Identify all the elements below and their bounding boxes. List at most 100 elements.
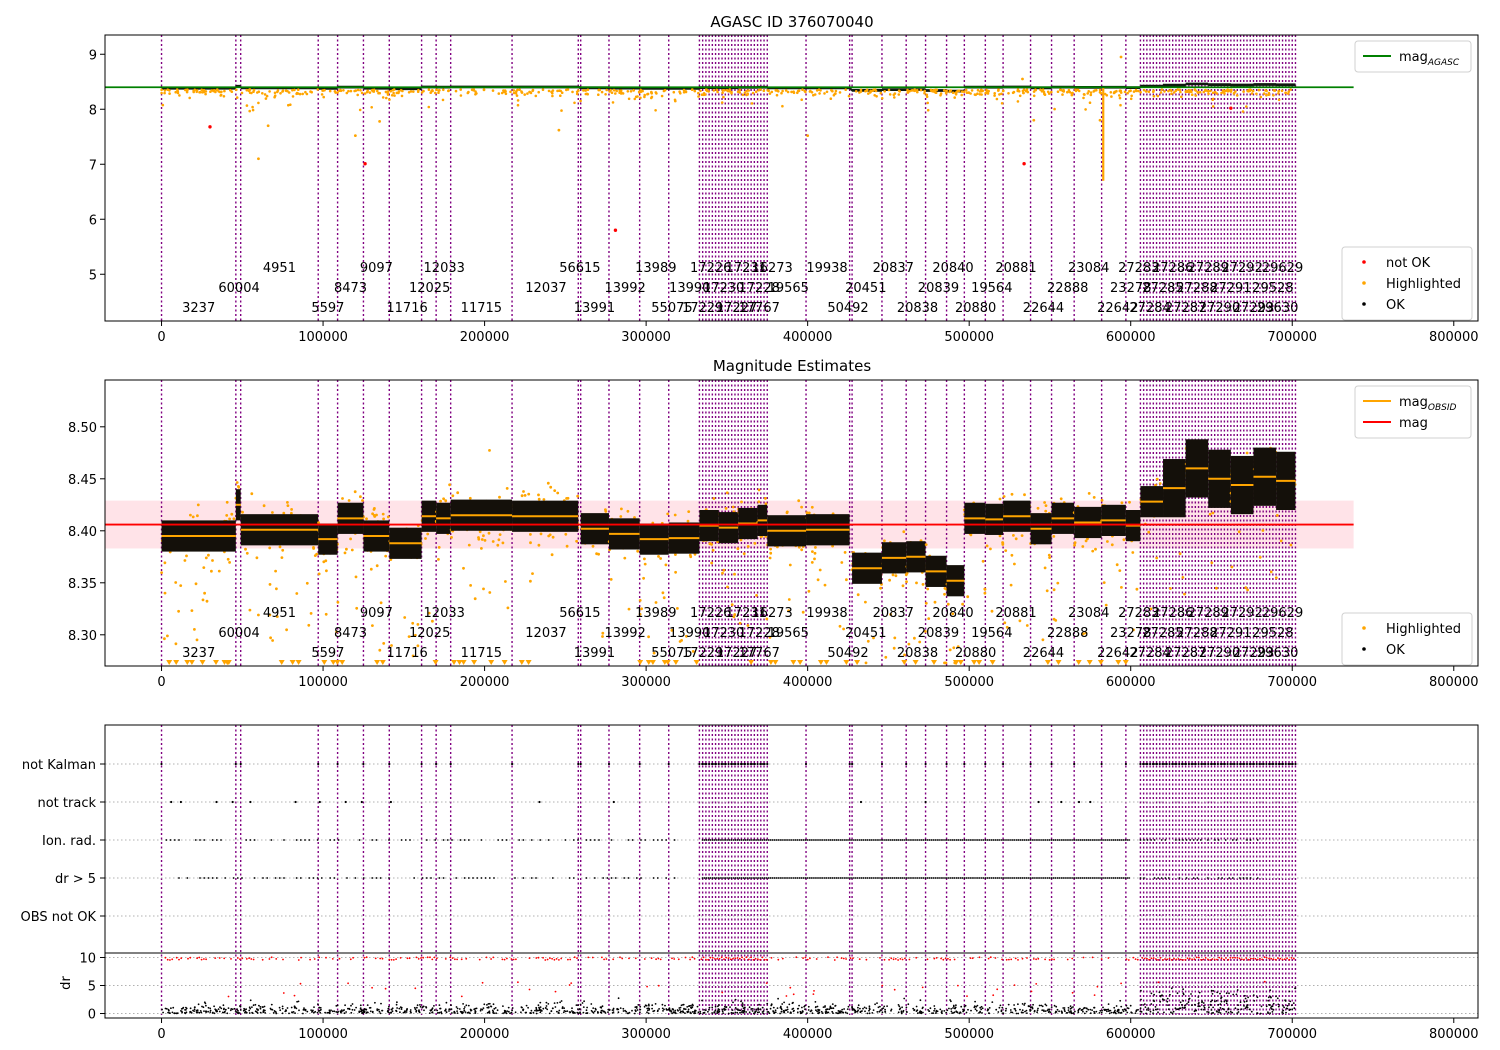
highlighted-point bbox=[185, 88, 188, 92]
dr-point-ok bbox=[582, 1011, 585, 1014]
dr-point-ok bbox=[207, 1010, 210, 1013]
highlighted-point bbox=[223, 89, 226, 93]
y-tick-label: 8.45 bbox=[68, 473, 97, 488]
flag-point bbox=[530, 839, 533, 841]
flag-point bbox=[1139, 839, 1142, 841]
highlighted-point bbox=[880, 97, 884, 100]
highlighted-point bbox=[289, 103, 292, 106]
flag-point bbox=[1068, 839, 1070, 841]
flag-point bbox=[920, 839, 923, 841]
flag-point bbox=[854, 877, 857, 879]
flag-point bbox=[1175, 839, 1177, 841]
dr-point-not-ok bbox=[1021, 957, 1024, 960]
flag-point bbox=[1100, 762, 1103, 766]
dr-point-ok bbox=[556, 1010, 558, 1013]
flag-point bbox=[775, 839, 778, 841]
dr-point-ok bbox=[1188, 997, 1191, 1000]
dr-point-ok bbox=[762, 1010, 765, 1012]
highlighted-point bbox=[797, 499, 801, 503]
dr-point-not-ok bbox=[1216, 958, 1218, 961]
highlighted-point bbox=[1000, 102, 1004, 105]
dr-point-ok bbox=[900, 1010, 903, 1013]
dr-point-ok bbox=[1216, 991, 1219, 994]
highlighted-point bbox=[1032, 118, 1036, 122]
dr-point-ok bbox=[617, 997, 620, 1000]
dr-point-ok bbox=[950, 1008, 953, 1010]
flag-point bbox=[1015, 839, 1018, 841]
x-tick-label: 100000 bbox=[298, 675, 348, 690]
dr-point-ok bbox=[1146, 1009, 1148, 1011]
highlighted-point bbox=[480, 547, 483, 550]
dr-point-ok bbox=[1163, 1011, 1165, 1014]
flag-point bbox=[1042, 839, 1045, 841]
highlighted-point bbox=[926, 587, 930, 591]
highlighted-point bbox=[604, 510, 608, 513]
highlighted-point bbox=[642, 576, 645, 580]
flag-point bbox=[773, 839, 776, 841]
dr-point-ok bbox=[350, 1011, 353, 1014]
flag-point bbox=[705, 839, 708, 841]
flag-point bbox=[1008, 839, 1010, 841]
dr-point-ok bbox=[1023, 1004, 1026, 1006]
highlighted-point bbox=[1277, 98, 1281, 102]
highlighted-point bbox=[1091, 549, 1095, 553]
obsid-label: 13992 bbox=[604, 626, 645, 641]
highlighted-point bbox=[921, 583, 925, 586]
highlighted-point bbox=[268, 90, 271, 93]
dr-point-ok bbox=[1283, 1006, 1285, 1009]
flag-point bbox=[579, 762, 582, 766]
dr-point-ok bbox=[237, 1009, 239, 1012]
obsid-label: 11716 bbox=[386, 646, 427, 661]
dr-point-not-ok bbox=[926, 958, 929, 961]
dr-point-not-ok bbox=[743, 958, 746, 960]
dr-point-ok bbox=[486, 1004, 488, 1006]
flag-point bbox=[211, 877, 214, 879]
highlighted-point bbox=[1215, 586, 1218, 590]
highlighted-point bbox=[1189, 89, 1193, 92]
dr-point-ok bbox=[871, 1012, 874, 1014]
flag-point bbox=[802, 839, 805, 841]
highlighted-point bbox=[584, 89, 587, 92]
highlighted-point bbox=[196, 503, 200, 507]
highlighted-point bbox=[482, 88, 486, 92]
flag-point bbox=[982, 877, 985, 879]
dr-point-ok bbox=[997, 1011, 1000, 1013]
highlighted-point bbox=[375, 564, 379, 568]
dr-point-ok bbox=[1211, 993, 1214, 995]
dr-point-ok bbox=[980, 1008, 983, 1011]
flag-point bbox=[1019, 839, 1022, 841]
dr-point-ok bbox=[815, 1006, 817, 1008]
clipped-marker bbox=[339, 660, 346, 665]
highlighted-point bbox=[757, 488, 761, 492]
dr-point-ok bbox=[1063, 1007, 1066, 1009]
flag-point bbox=[644, 839, 647, 841]
highlighted-point bbox=[830, 89, 833, 92]
dr-point-ok bbox=[1236, 989, 1239, 991]
flag-point bbox=[1019, 877, 1022, 879]
highlighted-point bbox=[280, 556, 284, 559]
dr-point-not-ok bbox=[729, 958, 732, 961]
flag-point bbox=[1033, 877, 1035, 879]
flag-point bbox=[1093, 877, 1096, 879]
dr-point-ok bbox=[762, 1012, 765, 1015]
dr-point-ok bbox=[802, 1010, 804, 1013]
flag-point bbox=[725, 877, 727, 879]
flag-point bbox=[1217, 763, 1219, 765]
dr-point-ok bbox=[1063, 1008, 1066, 1011]
dr-point-ok bbox=[1049, 1011, 1052, 1014]
highlighted-point bbox=[1087, 492, 1091, 495]
flag-point bbox=[231, 800, 234, 804]
dr-point-ok bbox=[482, 1007, 485, 1009]
dr-point-ok bbox=[661, 1003, 664, 1006]
dr-point-not-ok bbox=[714, 958, 716, 960]
highlighted-point bbox=[520, 90, 523, 93]
highlighted-point bbox=[888, 578, 891, 582]
dr-point-not-ok bbox=[187, 957, 189, 960]
highlighted-point bbox=[797, 545, 801, 549]
dr-point-ok bbox=[264, 1012, 266, 1014]
highlighted-point bbox=[807, 589, 811, 593]
highlighted-point bbox=[1134, 88, 1138, 92]
dr-point-ok bbox=[933, 1009, 935, 1012]
flag-point bbox=[990, 839, 993, 841]
highlighted-point bbox=[193, 628, 196, 631]
